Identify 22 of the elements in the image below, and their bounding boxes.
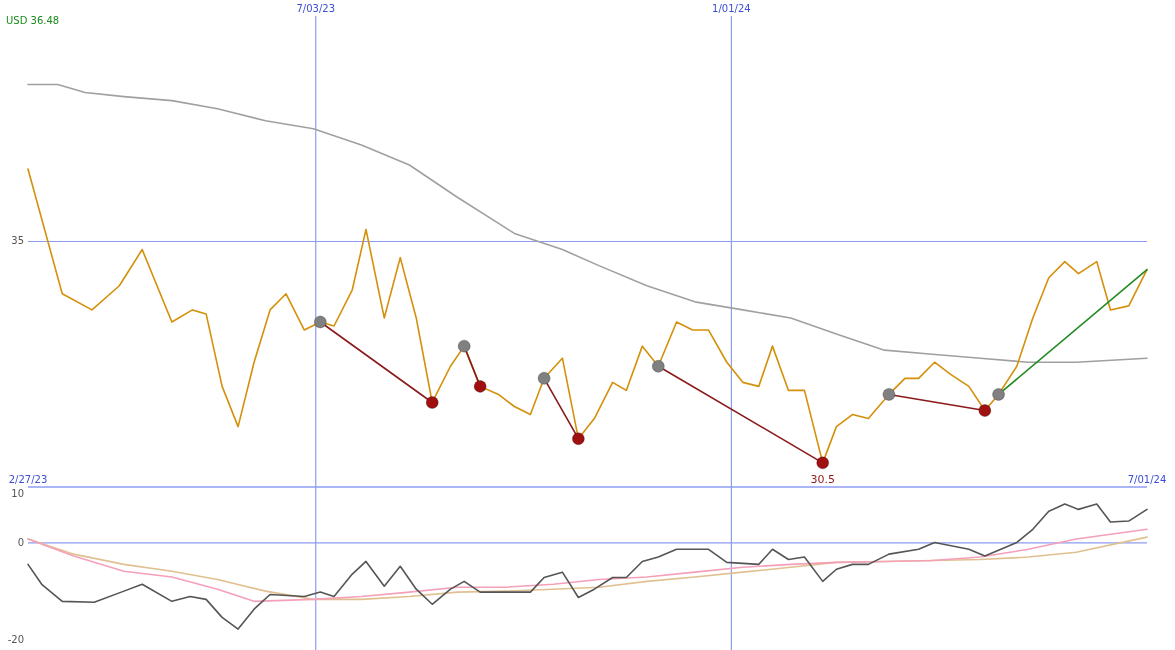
- text: USD 36.48: [6, 15, 60, 26]
- point: [313, 315, 327, 329]
- point: [816, 456, 830, 470]
- point: [473, 379, 487, 393]
- y-tick-label: 0: [17, 536, 24, 548]
- annotation: 30.5: [810, 472, 835, 486]
- point: [651, 359, 665, 373]
- point: [571, 432, 585, 446]
- line-series: [27, 503, 1148, 630]
- x2-tick-label: 7/03/23: [296, 3, 336, 14]
- point: [537, 371, 551, 385]
- point: [882, 387, 896, 401]
- x2-tick-label: 1/01/24: [712, 3, 751, 14]
- point: [978, 404, 992, 418]
- text: 35: [11, 235, 24, 247]
- y-tick-label: -20: [7, 634, 24, 646]
- y-tick-label: 10: [11, 488, 24, 500]
- point: [992, 387, 1006, 401]
- point: [425, 395, 439, 409]
- x-tick-label: 7/01/24: [1127, 474, 1167, 485]
- x-tick-label: 2/27/23: [8, 474, 48, 485]
- point: [457, 339, 471, 353]
